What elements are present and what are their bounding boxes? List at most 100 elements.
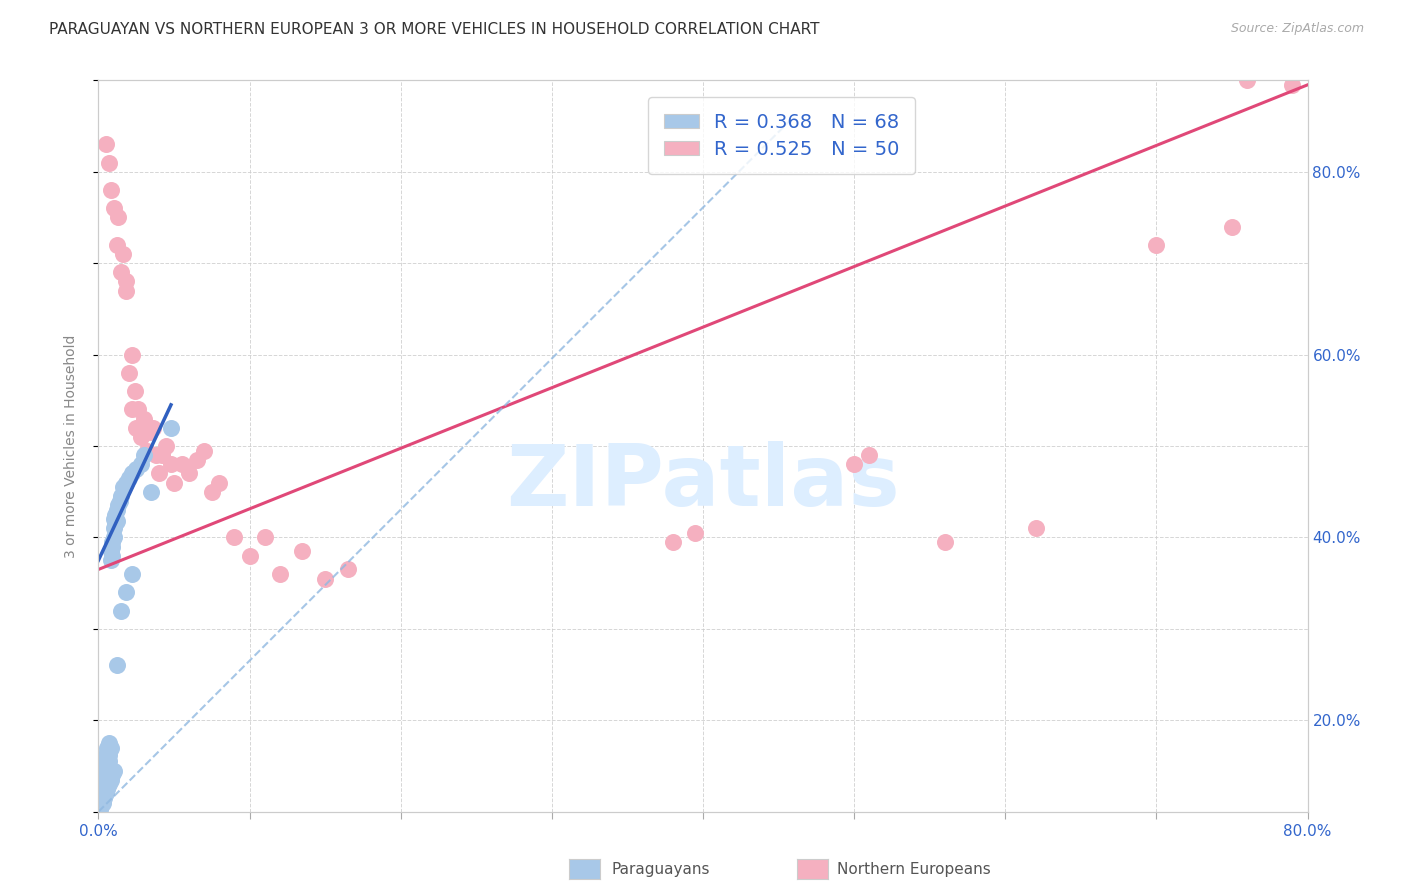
Point (90, 793, 112, 807)
Point (135, 443, 157, 458)
Point (98, 155, 121, 169)
Point (103, 521, 125, 535)
Point (170, 457, 193, 471)
Point (336, 562, 359, 576)
Point (90, 797, 112, 812)
Point (91, 784, 114, 798)
Point (163, 475, 186, 490)
Point (89, 802, 111, 816)
Point (105, 503, 128, 517)
Point (90, 791, 112, 805)
Point (129, 457, 152, 471)
Point (91, 789, 114, 803)
Point (132, 411, 155, 425)
Point (93, 791, 115, 805)
Point (179, 467, 201, 481)
Point (129, 430, 152, 444)
Point (100, 740, 122, 755)
Point (239, 549, 262, 563)
Point (155, 439, 177, 453)
Point (103, 201, 125, 215)
Text: Northern Europeans: Northern Europeans (837, 863, 990, 877)
Point (253, 530, 276, 544)
Point (100, 553, 122, 567)
Point (124, 384, 146, 398)
Point (125, 462, 148, 476)
Point (685, 525, 707, 540)
Point (91, 774, 114, 789)
Point (96, 781, 118, 796)
Point (104, 516, 127, 531)
Text: PARAGUAYAN VS NORTHERN EUROPEAN 3 OR MORE VEHICLES IN HOUSEHOLD CORRELATION CHAR: PARAGUAYAN VS NORTHERN EUROPEAN 3 OR MOR… (49, 22, 820, 37)
Point (94, 749, 117, 764)
Point (141, 484, 163, 499)
Text: Paraguayans: Paraguayans (612, 863, 710, 877)
Point (98, 747, 121, 762)
Text: ZIPatlas: ZIPatlas (506, 441, 900, 524)
Point (269, 567, 291, 582)
Point (96, 752, 118, 766)
Point (100, 183, 122, 197)
Point (90, 799, 112, 814)
Point (208, 475, 231, 490)
Point (145, 448, 167, 462)
Point (93, 779, 115, 793)
Point (90, 787, 112, 801)
Text: Source: ZipAtlas.com: Source: ZipAtlas.com (1230, 22, 1364, 36)
Point (94, 787, 117, 801)
Point (98, 742, 121, 756)
Point (98, 777, 121, 791)
Point (105, 658, 128, 673)
Point (103, 764, 125, 778)
Point (107, 211, 129, 225)
Point (100, 544, 122, 558)
Point (108, 494, 131, 508)
Point (125, 421, 148, 435)
Point (150, 448, 173, 462)
Point (96, 759, 118, 773)
Point (93, 766, 115, 780)
Point (107, 499, 129, 513)
Point (121, 467, 143, 481)
Point (193, 443, 215, 458)
Point (101, 768, 124, 782)
Legend: R = 0.368   N = 68, R = 0.525   N = 50: R = 0.368 N = 68, R = 0.525 N = 50 (648, 97, 915, 174)
Point (121, 347, 143, 362)
Point (148, 467, 170, 481)
Point (105, 238, 128, 252)
Point (114, 284, 136, 298)
Point (101, 535, 124, 549)
Point (114, 585, 136, 599)
Point (110, 265, 132, 279)
Point (127, 402, 149, 417)
Point (103, 530, 125, 544)
Point (111, 480, 134, 494)
Point (101, 540, 124, 554)
Point (114, 275, 136, 289)
Point (93, 770, 115, 784)
Point (142, 421, 165, 435)
Point (661, 535, 683, 549)
Point (201, 484, 224, 499)
Point (291, 544, 314, 558)
Point (89, 796, 111, 810)
Point (105, 514, 128, 528)
Point (844, 457, 866, 471)
Point (111, 247, 134, 261)
Point (91, 777, 114, 791)
Point (224, 530, 246, 544)
Point (94, 761, 117, 775)
Point (1144, 238, 1167, 252)
Point (160, 421, 183, 435)
Point (1281, 78, 1303, 92)
Point (1024, 521, 1046, 535)
Point (101, 549, 124, 563)
Point (98, 736, 121, 750)
Point (100, 772, 122, 787)
Point (93, 772, 115, 787)
Point (1236, 73, 1258, 87)
Point (118, 471, 141, 485)
Point (132, 448, 155, 462)
Point (104, 508, 127, 522)
Point (139, 425, 162, 440)
